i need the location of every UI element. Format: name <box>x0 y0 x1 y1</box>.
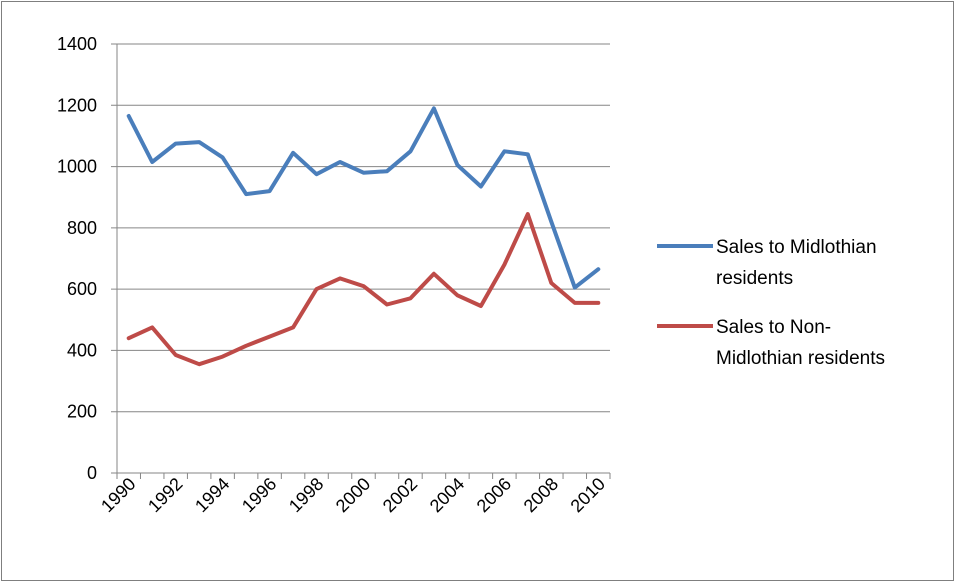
x-tick-label-1990: 1990 <box>97 474 139 516</box>
y-tick-label-1400: 1400 <box>57 34 97 54</box>
x-tick-label-1996: 1996 <box>238 474 280 516</box>
series-line-1 <box>126 106 601 290</box>
legend-label-1-line-1: Sales to Midlothian <box>716 237 877 258</box>
y-tick-label-0: 0 <box>87 463 97 483</box>
x-axis: 1990 1992 1994 1996 1998 2000 2002 2004 2006 2008… <box>97 472 611 516</box>
series-lines <box>126 106 601 367</box>
y-axis: 0 200 400 600 800 1000 1200 1400 <box>57 34 118 483</box>
gridlines <box>111 43 610 413</box>
legend-label-2-line-2: Midlothian residents <box>716 348 885 369</box>
x-tick-label-1998: 1998 <box>285 474 327 516</box>
y-tick-label-600: 600 <box>67 279 97 299</box>
y-tick-label-200: 200 <box>67 402 97 422</box>
x-tick-label-2008: 2008 <box>520 474 562 516</box>
x-tick-label-2000: 2000 <box>332 474 374 516</box>
y-tick-label-1000: 1000 <box>57 157 97 177</box>
y-tick-label-1200: 1200 <box>57 95 97 115</box>
series-line-2 <box>126 212 601 367</box>
x-tick-label-2006: 2006 <box>473 474 515 516</box>
x-tick-label-1994: 1994 <box>191 474 233 516</box>
x-tick-label-1992: 1992 <box>144 474 186 516</box>
legend: Sales to Midlothian residents Sales to Non… <box>657 237 885 369</box>
x-tick-label-2004: 2004 <box>426 474 468 516</box>
x-tick-label-2002: 2002 <box>379 474 421 516</box>
legend-label-1-line-2: residents <box>716 268 793 289</box>
x-tick-label-2010: 2010 <box>567 474 609 516</box>
y-tick-label-800: 800 <box>67 218 97 238</box>
y-tick-label-400: 400 <box>67 340 97 360</box>
legend-label-2-line-1: Sales to Non- <box>716 317 831 338</box>
